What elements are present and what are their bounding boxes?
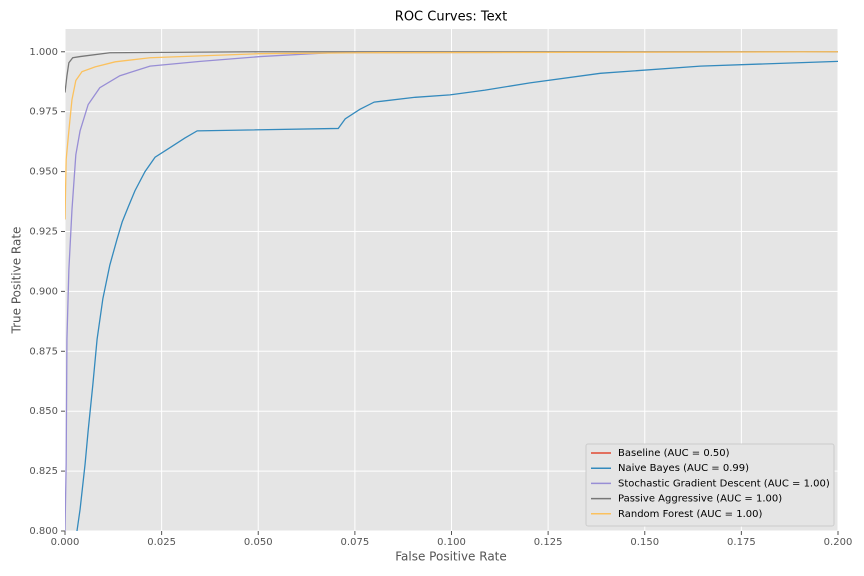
- y-tick-label: 0.825: [29, 466, 58, 477]
- x-tick-label: 0.025: [147, 537, 176, 548]
- x-axis-label: False Positive Rate: [395, 550, 507, 564]
- legend-label: Baseline (AUC = 0.50): [618, 448, 730, 459]
- y-tick-label: 0.800: [29, 526, 58, 537]
- y-axis-label: True Positive Rate: [10, 227, 24, 335]
- y-tick-label: 1.000: [29, 47, 58, 58]
- x-tick-label: 0.200: [824, 537, 853, 548]
- legend-label: Random Forest (AUC = 1.00): [618, 509, 762, 520]
- legend-label: Naive Bayes (AUC = 0.99): [618, 463, 749, 474]
- chart-title: ROC Curves: Text: [395, 10, 507, 25]
- y-tick-label: 0.875: [29, 346, 58, 357]
- x-tick-label: 0.175: [727, 537, 756, 548]
- y-tick-label: 0.975: [29, 107, 58, 118]
- roc-line: [65, 51, 838, 220]
- x-tick-label: 0.125: [534, 537, 563, 548]
- x-tick-label: 0.075: [341, 537, 370, 548]
- legend-label: Stochastic Gradient Descent (AUC = 1.00): [618, 478, 830, 489]
- roc-line: [65, 51, 838, 531]
- roc-line: [76, 60, 838, 531]
- x-tick-label: 0.050: [244, 537, 273, 548]
- x-tick-label: 0.000: [51, 537, 80, 548]
- x-tick-label: 0.100: [437, 537, 466, 548]
- y-tick-label: 0.850: [29, 406, 58, 417]
- legend-box: [585, 443, 835, 527]
- legend-label: Passive Aggressive (AUC = 1.00): [618, 494, 782, 505]
- y-tick-label: 0.950: [29, 167, 58, 178]
- y-tick-label: 0.925: [29, 226, 58, 237]
- y-tick-label: 0.900: [29, 286, 58, 297]
- x-tick-label: 0.150: [630, 537, 659, 548]
